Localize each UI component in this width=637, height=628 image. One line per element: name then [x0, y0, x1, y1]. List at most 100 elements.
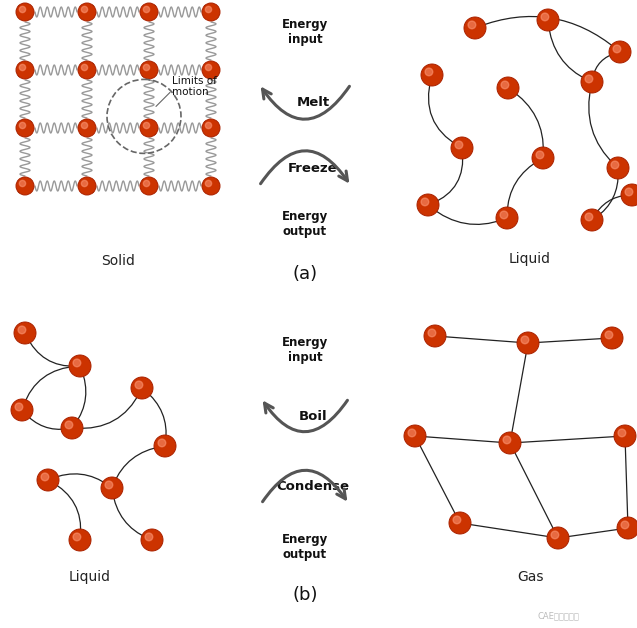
- FancyArrowPatch shape: [50, 481, 83, 536]
- Circle shape: [607, 157, 629, 179]
- Circle shape: [73, 359, 81, 367]
- Circle shape: [69, 355, 91, 377]
- Circle shape: [625, 188, 633, 196]
- Circle shape: [547, 527, 569, 549]
- Circle shape: [449, 512, 471, 534]
- FancyArrowPatch shape: [261, 151, 348, 184]
- Circle shape: [421, 198, 429, 206]
- Circle shape: [202, 177, 220, 195]
- Circle shape: [16, 119, 34, 137]
- FancyArrowPatch shape: [24, 412, 68, 432]
- Circle shape: [497, 77, 519, 99]
- Circle shape: [205, 180, 211, 187]
- Circle shape: [605, 331, 613, 338]
- FancyArrowPatch shape: [264, 400, 347, 431]
- Circle shape: [421, 64, 443, 86]
- FancyArrowPatch shape: [505, 160, 541, 214]
- Circle shape: [424, 325, 446, 347]
- Circle shape: [496, 207, 518, 229]
- Circle shape: [78, 119, 96, 137]
- Text: Freeze: Freeze: [288, 161, 338, 175]
- Text: Energy
input: Energy input: [282, 18, 328, 46]
- Circle shape: [205, 6, 211, 13]
- Circle shape: [202, 3, 220, 21]
- Circle shape: [609, 41, 631, 63]
- Text: Condense: Condense: [276, 480, 350, 492]
- Text: Energy
input: Energy input: [282, 336, 328, 364]
- Circle shape: [145, 533, 153, 541]
- FancyArrowPatch shape: [429, 78, 459, 146]
- Circle shape: [73, 533, 81, 541]
- Circle shape: [517, 332, 539, 354]
- Circle shape: [11, 399, 33, 421]
- Text: Energy
output: Energy output: [282, 210, 328, 238]
- Circle shape: [585, 213, 593, 221]
- FancyArrowPatch shape: [589, 85, 615, 165]
- Circle shape: [78, 3, 96, 21]
- Circle shape: [65, 421, 73, 429]
- Circle shape: [69, 529, 91, 551]
- Circle shape: [135, 381, 143, 389]
- Circle shape: [16, 61, 34, 79]
- Circle shape: [581, 71, 603, 93]
- Text: Solid: Solid: [101, 254, 135, 268]
- Circle shape: [143, 64, 150, 70]
- FancyArrowPatch shape: [430, 207, 503, 224]
- Circle shape: [14, 322, 36, 344]
- Circle shape: [140, 177, 158, 195]
- Circle shape: [425, 68, 433, 76]
- Circle shape: [501, 81, 509, 89]
- Circle shape: [536, 151, 544, 159]
- Circle shape: [143, 6, 150, 13]
- Circle shape: [61, 417, 83, 439]
- FancyArrowPatch shape: [432, 151, 462, 204]
- Circle shape: [499, 432, 521, 454]
- Circle shape: [82, 64, 88, 70]
- FancyArrowPatch shape: [510, 90, 547, 154]
- Circle shape: [532, 147, 554, 169]
- Circle shape: [19, 122, 25, 129]
- Circle shape: [105, 481, 113, 489]
- Circle shape: [455, 141, 462, 149]
- Circle shape: [37, 469, 59, 491]
- FancyArrowPatch shape: [75, 369, 86, 425]
- Circle shape: [78, 61, 96, 79]
- Circle shape: [41, 473, 49, 481]
- Circle shape: [19, 6, 25, 13]
- FancyArrowPatch shape: [144, 390, 169, 442]
- Circle shape: [453, 516, 461, 524]
- FancyArrowPatch shape: [596, 171, 619, 218]
- FancyArrowPatch shape: [262, 470, 345, 502]
- FancyArrowPatch shape: [75, 392, 140, 428]
- Circle shape: [19, 64, 25, 70]
- Circle shape: [101, 477, 123, 499]
- Circle shape: [614, 425, 636, 447]
- Circle shape: [621, 184, 637, 206]
- Circle shape: [451, 137, 473, 159]
- Circle shape: [82, 122, 88, 129]
- Circle shape: [82, 6, 88, 13]
- Circle shape: [621, 521, 629, 529]
- FancyArrowPatch shape: [26, 335, 76, 369]
- Text: Liquid: Liquid: [69, 570, 111, 584]
- Text: Gas: Gas: [517, 570, 543, 584]
- Circle shape: [468, 21, 476, 29]
- Text: (a): (a): [292, 265, 318, 283]
- Circle shape: [581, 209, 603, 231]
- Circle shape: [428, 329, 436, 337]
- Circle shape: [141, 529, 163, 551]
- Circle shape: [585, 75, 593, 83]
- Circle shape: [503, 436, 511, 444]
- Text: Limits of
motion: Limits of motion: [172, 75, 217, 97]
- Circle shape: [537, 9, 559, 31]
- Text: Liquid: Liquid: [509, 252, 551, 266]
- Circle shape: [158, 439, 166, 447]
- Circle shape: [611, 161, 619, 169]
- FancyArrowPatch shape: [478, 16, 617, 50]
- Circle shape: [202, 119, 220, 137]
- Circle shape: [140, 3, 158, 21]
- Circle shape: [205, 64, 211, 70]
- Circle shape: [143, 122, 150, 129]
- Circle shape: [521, 336, 529, 344]
- Text: Energy
output: Energy output: [282, 533, 328, 561]
